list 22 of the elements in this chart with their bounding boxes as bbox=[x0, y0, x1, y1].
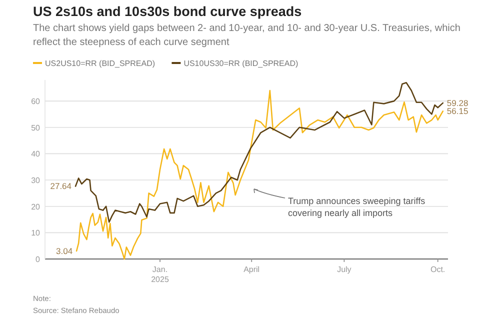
chart-title: US 2s10s and 10s30s bond curve spreads bbox=[33, 4, 302, 19]
legend-label: US2US10=RR (BID_SPREAD) bbox=[45, 59, 156, 68]
data-label: 56.15 bbox=[446, 106, 468, 116]
x-tick-label: July bbox=[337, 265, 352, 274]
x-tick-label: April bbox=[244, 265, 260, 274]
data-label: 27.64 bbox=[50, 181, 72, 192]
line-series bbox=[76, 90, 444, 260]
chart-subtitle: The chart shows yield gaps between 2- and 10-year, and 10- and 30-year U.S. Treasuries, which reflect the steepness of each curve segment bbox=[33, 23, 460, 48]
line-series bbox=[74, 82, 444, 223]
y-tick-label: 10 bbox=[31, 228, 41, 238]
x-tick-label: Oct. bbox=[430, 265, 446, 274]
y-tick-label: 0 bbox=[36, 255, 41, 264]
data-label: 59.28 bbox=[446, 98, 468, 108]
y-tick-label: 40 bbox=[31, 150, 41, 159]
legend-label: US10US30=RR (BID_SPREAD) bbox=[184, 59, 299, 68]
y-tick-label: 20 bbox=[31, 202, 41, 212]
annotation: Trump announces sweeping tariffs covering nearly all imports bbox=[288, 196, 426, 218]
y-tick-label: 60 bbox=[31, 97, 41, 106]
y-tick-label: 50 bbox=[31, 123, 41, 132]
data-label: 3.04 bbox=[56, 246, 73, 256]
y-tick-label: 30 bbox=[31, 176, 41, 186]
x-tick-label: Jan. 2025 bbox=[151, 265, 170, 284]
